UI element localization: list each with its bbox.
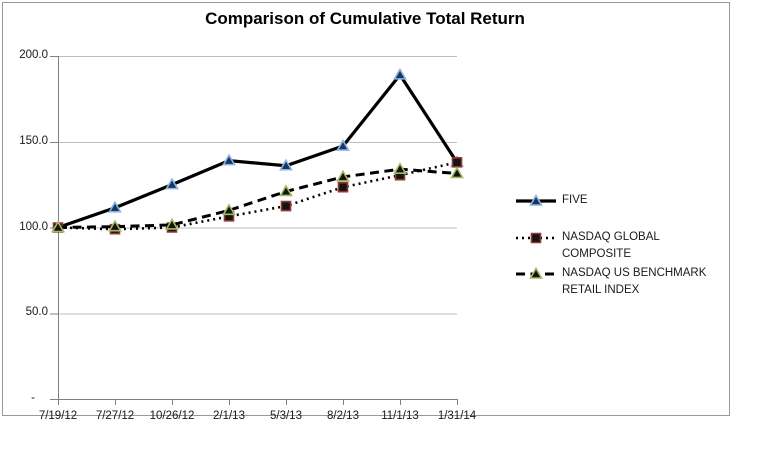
data-point-marker [451,157,463,168]
data-point-marker [108,200,122,213]
x-axis-tick-label: 7/27/12 [95,410,135,422]
y-axis-tick-label: 100.0 [19,220,48,233]
data-point-marker [222,153,236,166]
series-line [57,161,458,231]
x-axis-tick-label: 8/2/13 [327,410,359,422]
series-nasdaq-us-benchmark-retail-index [51,162,464,233]
chart-border [2,2,730,416]
dashed-line-triangle-marker-icon [516,267,556,279]
x-axis-tick-label: 1/31/14 [437,410,477,422]
data-point-marker [337,181,349,193]
series-line [57,167,458,229]
dotted-line-square-marker-icon [516,232,556,244]
x-axis-tick-label: 5/3/13 [270,410,302,422]
x-axis-tick-label: 7/19/12 [38,410,78,422]
legend-label: FIVE [562,194,588,206]
x-axis-tick-label: 10/26/12 [149,410,195,422]
data-point-marker [222,203,236,216]
legend-label: NASDAQ GLOBAL COMPOSITE [562,231,660,260]
legend-item-nasdaq-global-composite: NASDAQ GLOBAL COMPOSITE [516,229,714,263]
data-point-marker [393,162,407,174]
y-axis-tick-label: - [31,392,35,404]
data-point-marker [279,158,293,171]
series-line [57,72,459,230]
data-point-marker [393,67,407,80]
y-axis-tick-label: 50.0 [25,306,48,319]
legend-label: NASDAQ US BENCHMARK RETAIL INDEX [562,267,707,296]
x-axis-tick-label: 2/1/13 [213,410,245,422]
x-axis-tick-label: 11/1/13 [381,410,419,422]
data-point-marker [108,219,122,232]
data-point-marker [51,220,65,233]
y-axis-tick-label: 200.0 [19,49,48,61]
data-point-marker [336,138,350,151]
data-point-marker [165,177,179,190]
series-five [51,67,464,233]
solid-line-triangle-marker-icon [516,194,556,206]
legend-item-five: FIVE [516,192,714,209]
legend-item-nasdaq-us-benchmark-retail-index: NASDAQ US BENCHMARK RETAIL INDEX [516,265,714,299]
chart-title: Comparison of Cumulative Total Return [205,9,525,28]
data-point-marker [336,169,350,182]
data-point-marker [279,184,293,197]
y-axis-tick-label: 150.0 [19,134,48,147]
data-point-marker [450,166,464,179]
data-point-marker [165,217,179,230]
data-point-marker [280,200,292,212]
